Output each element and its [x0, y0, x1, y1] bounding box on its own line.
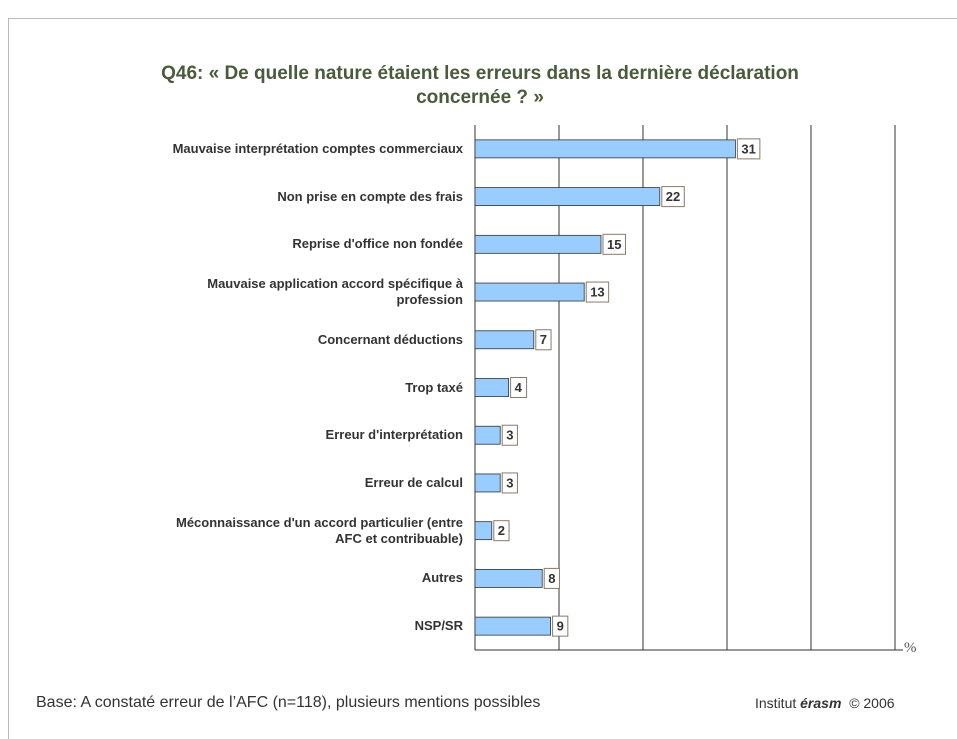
bar — [474, 378, 509, 397]
chart: 31 22 15 13 7 4 3 3 2 8 9 — [474, 125, 903, 651]
value-label: 9 — [557, 619, 564, 634]
category-label: Erreur de calcul — [364, 474, 463, 490]
value-label: 13 — [590, 284, 604, 299]
value-box — [602, 233, 626, 255]
value-box — [661, 186, 685, 208]
category-label: Méconnaissance d'un accord particulier (… — [175, 514, 463, 546]
category-label: Reprise d'office non fondée — [292, 236, 463, 252]
page: Q46: « De quelle nature étaient les erre… — [8, 18, 957, 739]
category-label: NSP/SR — [414, 618, 463, 634]
bar — [474, 569, 543, 588]
frame — [8, 18, 957, 739]
source: Institut érasm © 2006 — [755, 695, 895, 711]
bar — [474, 616, 551, 636]
value-label: 15 — [607, 237, 621, 252]
source-prefix: Institut — [755, 695, 797, 711]
bar — [474, 282, 585, 302]
value-box — [585, 281, 610, 303]
value-label: 7 — [540, 332, 547, 347]
category-label: Erreur d'interprétation — [325, 427, 463, 443]
value-label: 8 — [548, 571, 555, 586]
value-box — [501, 424, 518, 446]
value-label: 3 — [506, 428, 513, 443]
value-label: 3 — [506, 475, 513, 490]
value-box — [535, 329, 552, 351]
source-brand: érasm — [800, 695, 842, 711]
bar — [474, 139, 736, 159]
value-label: 31 — [741, 141, 755, 156]
value-label: 4 — [515, 380, 523, 395]
footnote: Base: A constaté erreur de l’AFC (n=118)… — [36, 694, 541, 711]
category-label: Trop taxé — [405, 379, 463, 395]
value-box — [510, 377, 528, 398]
bar — [474, 234, 602, 254]
value-box — [552, 615, 569, 637]
category-label: Non prise en compte des frais — [277, 188, 463, 204]
bar — [474, 521, 493, 541]
value-box — [493, 520, 510, 542]
bar — [474, 473, 501, 493]
bar — [474, 187, 661, 206]
chart-title: Q46: « De quelle nature étaient les erre… — [161, 63, 799, 108]
value-box — [736, 138, 761, 160]
category-label: Mauvaise interprétation comptes commerci… — [172, 140, 463, 156]
value-label: 2 — [498, 523, 505, 538]
category-label: Autres — [421, 570, 463, 586]
bar — [474, 425, 501, 445]
category-label: Concernant déductions — [317, 331, 463, 347]
value-label: 22 — [666, 189, 680, 204]
source-suffix: © 2006 — [849, 695, 895, 711]
category-label: Mauvaise application accord spécifique à… — [207, 276, 463, 308]
bar — [474, 330, 535, 350]
value-box — [501, 472, 518, 494]
axis-unit: % — [904, 640, 917, 656]
value-box — [543, 567, 560, 589]
